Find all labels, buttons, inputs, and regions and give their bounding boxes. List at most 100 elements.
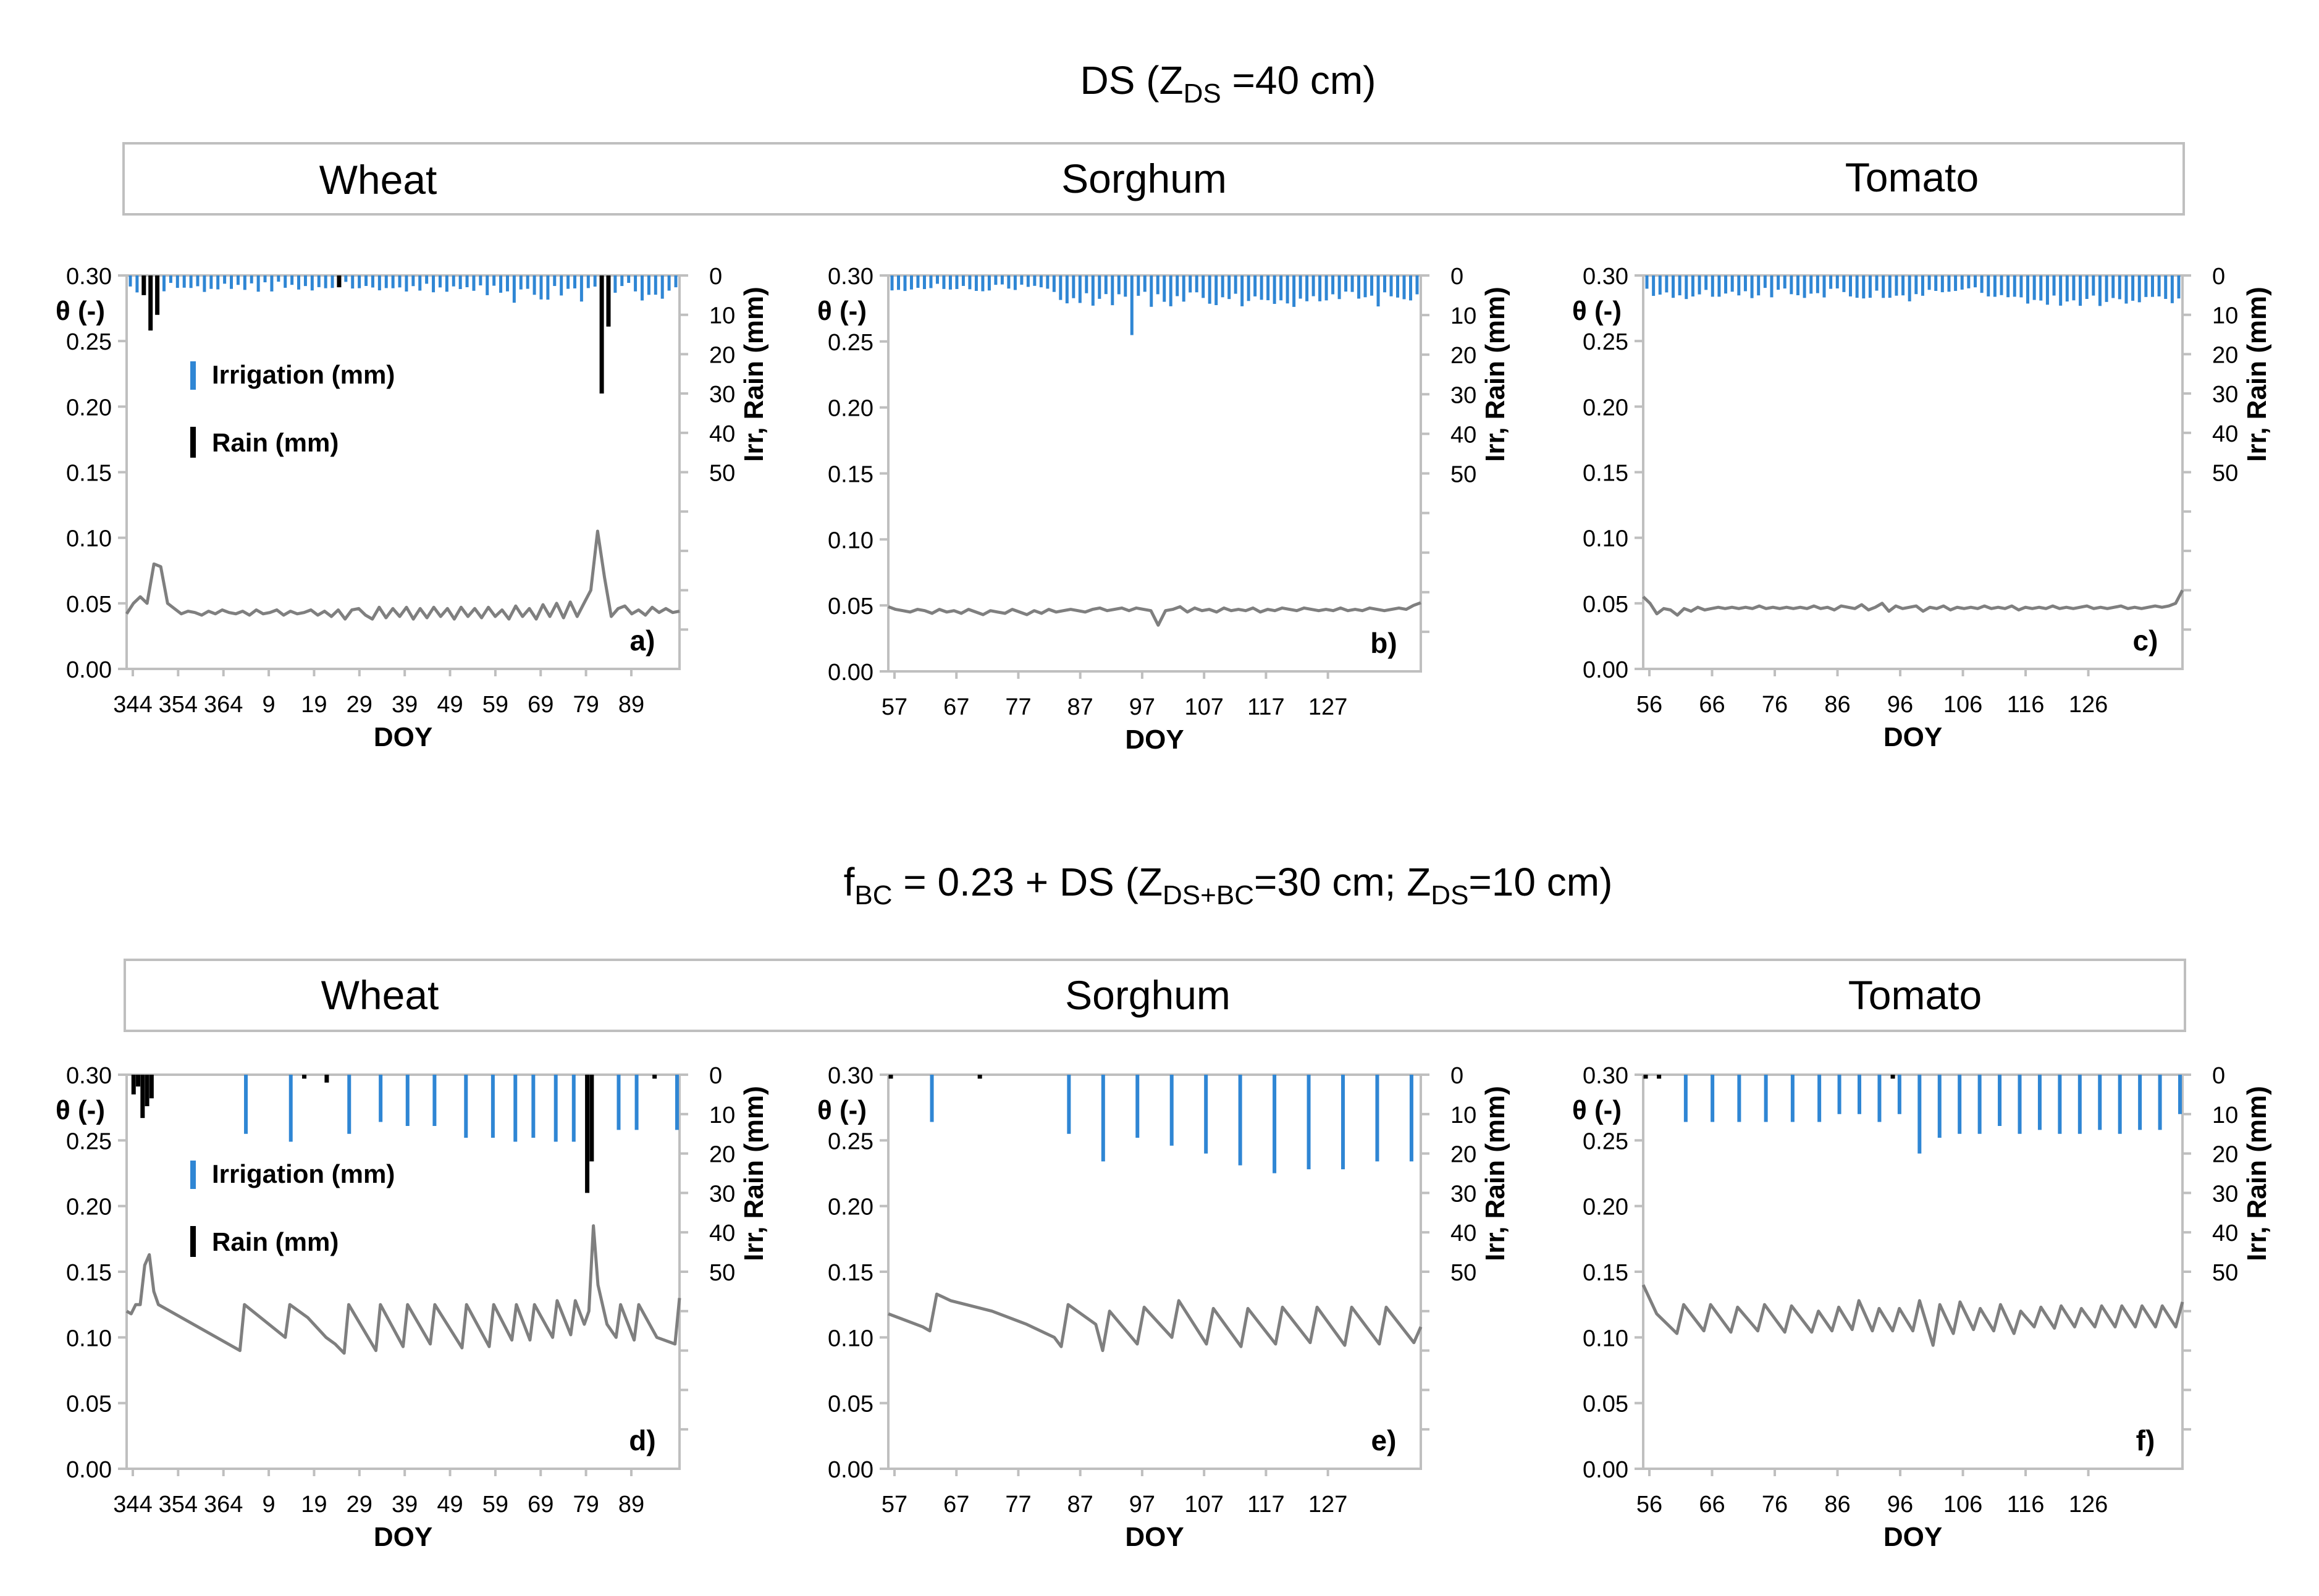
y2-tick-label: 0 [2212, 1063, 2225, 1089]
x-tick-label: 79 [573, 1492, 599, 1518]
x-tick-label: 67 [943, 1492, 969, 1518]
y-tick-label: 0.25 [66, 1128, 112, 1154]
y2-tick-label: 0 [2212, 264, 2225, 290]
chart-panel-a: 0.30 0.25 0.20 0.15 0.10 0.05 0.00 0 10 20 30 40 50 θ… [56, 264, 769, 752]
legend-irrigation-swatch [190, 1161, 196, 1189]
x-tick-label: 29 [347, 1492, 372, 1518]
x-tick-label: 86 [1824, 692, 1850, 718]
x-tick-label: 57 [882, 1492, 907, 1518]
x-tick-label: 39 [392, 1492, 418, 1518]
theta-axis-label: θ (-) [817, 296, 867, 326]
y-tick-label: 0.30 [828, 1063, 873, 1089]
y2-tick-label: 0 [1450, 264, 1463, 290]
y2-tick-label: 50 [2212, 1260, 2238, 1286]
panel-label: a) [630, 624, 655, 657]
y-tick-label: 0.15 [1583, 461, 1628, 487]
chart-panel-c: 0.30 0.25 0.20 0.15 0.10 0.05 0.00 0 10 20 30 40 50 θ… [1572, 264, 2272, 752]
y2-tick-label: 30 [2212, 382, 2238, 408]
y-tick-label: 0.00 [66, 657, 112, 683]
x-tick-label: 106 [1943, 1492, 1982, 1518]
x-tick-label: 79 [573, 692, 599, 718]
y-tick-label: 0.05 [66, 592, 112, 618]
irr-rain-axis-label: Irr, Rain (mm) [2242, 287, 2272, 462]
y2-tick-label: 40 [2212, 421, 2238, 447]
x-tick-label: 107 [1184, 1492, 1223, 1518]
y-tick-label: 0.30 [66, 1063, 112, 1089]
y2-tick-label: 20 [1450, 1142, 1476, 1168]
x-tick-label: 59 [482, 692, 508, 718]
y-tick-label: 0.20 [66, 1195, 112, 1220]
y-tick-label: 0.00 [66, 1457, 112, 1483]
plot-frame [887, 274, 1422, 673]
y-tick-label: 0.15 [66, 1260, 112, 1286]
legend-irrigation-swatch [190, 361, 196, 390]
x-tick-label: 87 [1067, 1492, 1093, 1518]
y-tick-label: 0.05 [828, 594, 873, 620]
x-tick-label: 96 [1887, 692, 1913, 718]
x-tick-label: 77 [1005, 694, 1031, 720]
y-tick-label: 0.05 [828, 1392, 873, 1418]
x-tick-label: 97 [1129, 694, 1155, 720]
x-tick-label: 364 [204, 1492, 243, 1518]
x-tick-label: 56 [1636, 1492, 1662, 1518]
y-tick-label: 0.10 [66, 1325, 112, 1351]
x-tick-label: 354 [159, 692, 198, 718]
irr-rain-axis-label: Irr, Rain (mm) [739, 1086, 769, 1261]
y-tick-label: 0.30 [1583, 264, 1628, 290]
y2-tick-label: 50 [709, 1260, 735, 1286]
header-top-wheat: Wheat [319, 157, 437, 203]
x-tick-label: 29 [347, 692, 372, 718]
theta-line [1641, 1284, 2184, 1347]
y2-tick-label: 0 [709, 264, 722, 290]
y-tick-label: 0.00 [1583, 657, 1628, 683]
panel-label: c) [2133, 624, 2158, 657]
x-tick-label: 364 [204, 692, 243, 718]
y2-tick-label: 50 [1450, 1260, 1476, 1286]
legend-irrigation-label: Irrigation (mm) [212, 360, 395, 389]
theta-axis-label: θ (-) [56, 1095, 105, 1125]
panel-label: f) [2136, 1424, 2155, 1456]
title-bottom: fBC = 0.23 + DS (ZDS+BC=30 cm; ZDS=10 cm… [844, 860, 1613, 910]
x-tick-label: 344 [113, 1492, 152, 1518]
y2-tick-label: 20 [2212, 1142, 2238, 1168]
x-tick-label: 89 [618, 692, 644, 718]
theta-axis-label: θ (-) [56, 296, 105, 326]
x-tick-label: 76 [1762, 1492, 1788, 1518]
y2-tick-label: 10 [1450, 303, 1476, 329]
y2-tick-label: 30 [1450, 1181, 1476, 1207]
plot-frame [887, 1073, 1422, 1470]
y-tick-label: 0.25 [828, 1128, 873, 1154]
y-tick-label: 0.20 [828, 1195, 873, 1220]
irr-rain-axis-label: Irr, Rain (mm) [2242, 1086, 2272, 1261]
y2-tick-label: 20 [709, 1142, 735, 1168]
x-tick-label: 66 [1699, 692, 1725, 718]
irr-rain-axis-label: Irr, Rain (mm) [1480, 287, 1510, 462]
x-tick-label: 127 [1308, 1492, 1347, 1518]
y2-tick-label: 50 [709, 461, 735, 487]
y-tick-label: 0.20 [828, 396, 873, 422]
x-axis-label: DOY [374, 1522, 432, 1552]
x-tick-label: 96 [1887, 1492, 1913, 1518]
x-tick-label: 117 [1247, 1492, 1285, 1518]
theta-line [1642, 589, 2184, 617]
y-tick-label: 0.05 [66, 1392, 112, 1418]
y2-tick-label: 10 [2212, 1102, 2238, 1128]
y2-tick-label: 30 [709, 382, 735, 408]
y-tick-label: 0.15 [1583, 1260, 1628, 1286]
y-tick-label: 0.15 [828, 462, 873, 488]
chart-panel-e: 0.30 0.25 0.20 0.15 0.10 0.05 0.00 0 10 20 30 40 50 θ… [817, 1063, 1510, 1552]
plot-frame [1642, 1073, 2184, 1470]
header-bottom-tomato: Tomato [1848, 972, 1982, 1018]
y-tick-label: 0.20 [1583, 395, 1628, 421]
x-tick-label: 39 [392, 692, 418, 718]
legend-rain-swatch [190, 427, 196, 458]
y2-tick-label: 20 [709, 342, 735, 368]
x-tick-label: 344 [113, 692, 152, 718]
y-tick-label: 0.30 [1583, 1063, 1628, 1089]
x-tick-label: 117 [1247, 694, 1285, 720]
y2-tick-label: 50 [1450, 462, 1476, 488]
x-tick-label: 76 [1762, 692, 1788, 718]
y2-tick-label: 30 [2212, 1181, 2238, 1207]
y-tick-label: 0.00 [828, 660, 873, 686]
y-tick-label: 0.00 [1583, 1457, 1628, 1483]
